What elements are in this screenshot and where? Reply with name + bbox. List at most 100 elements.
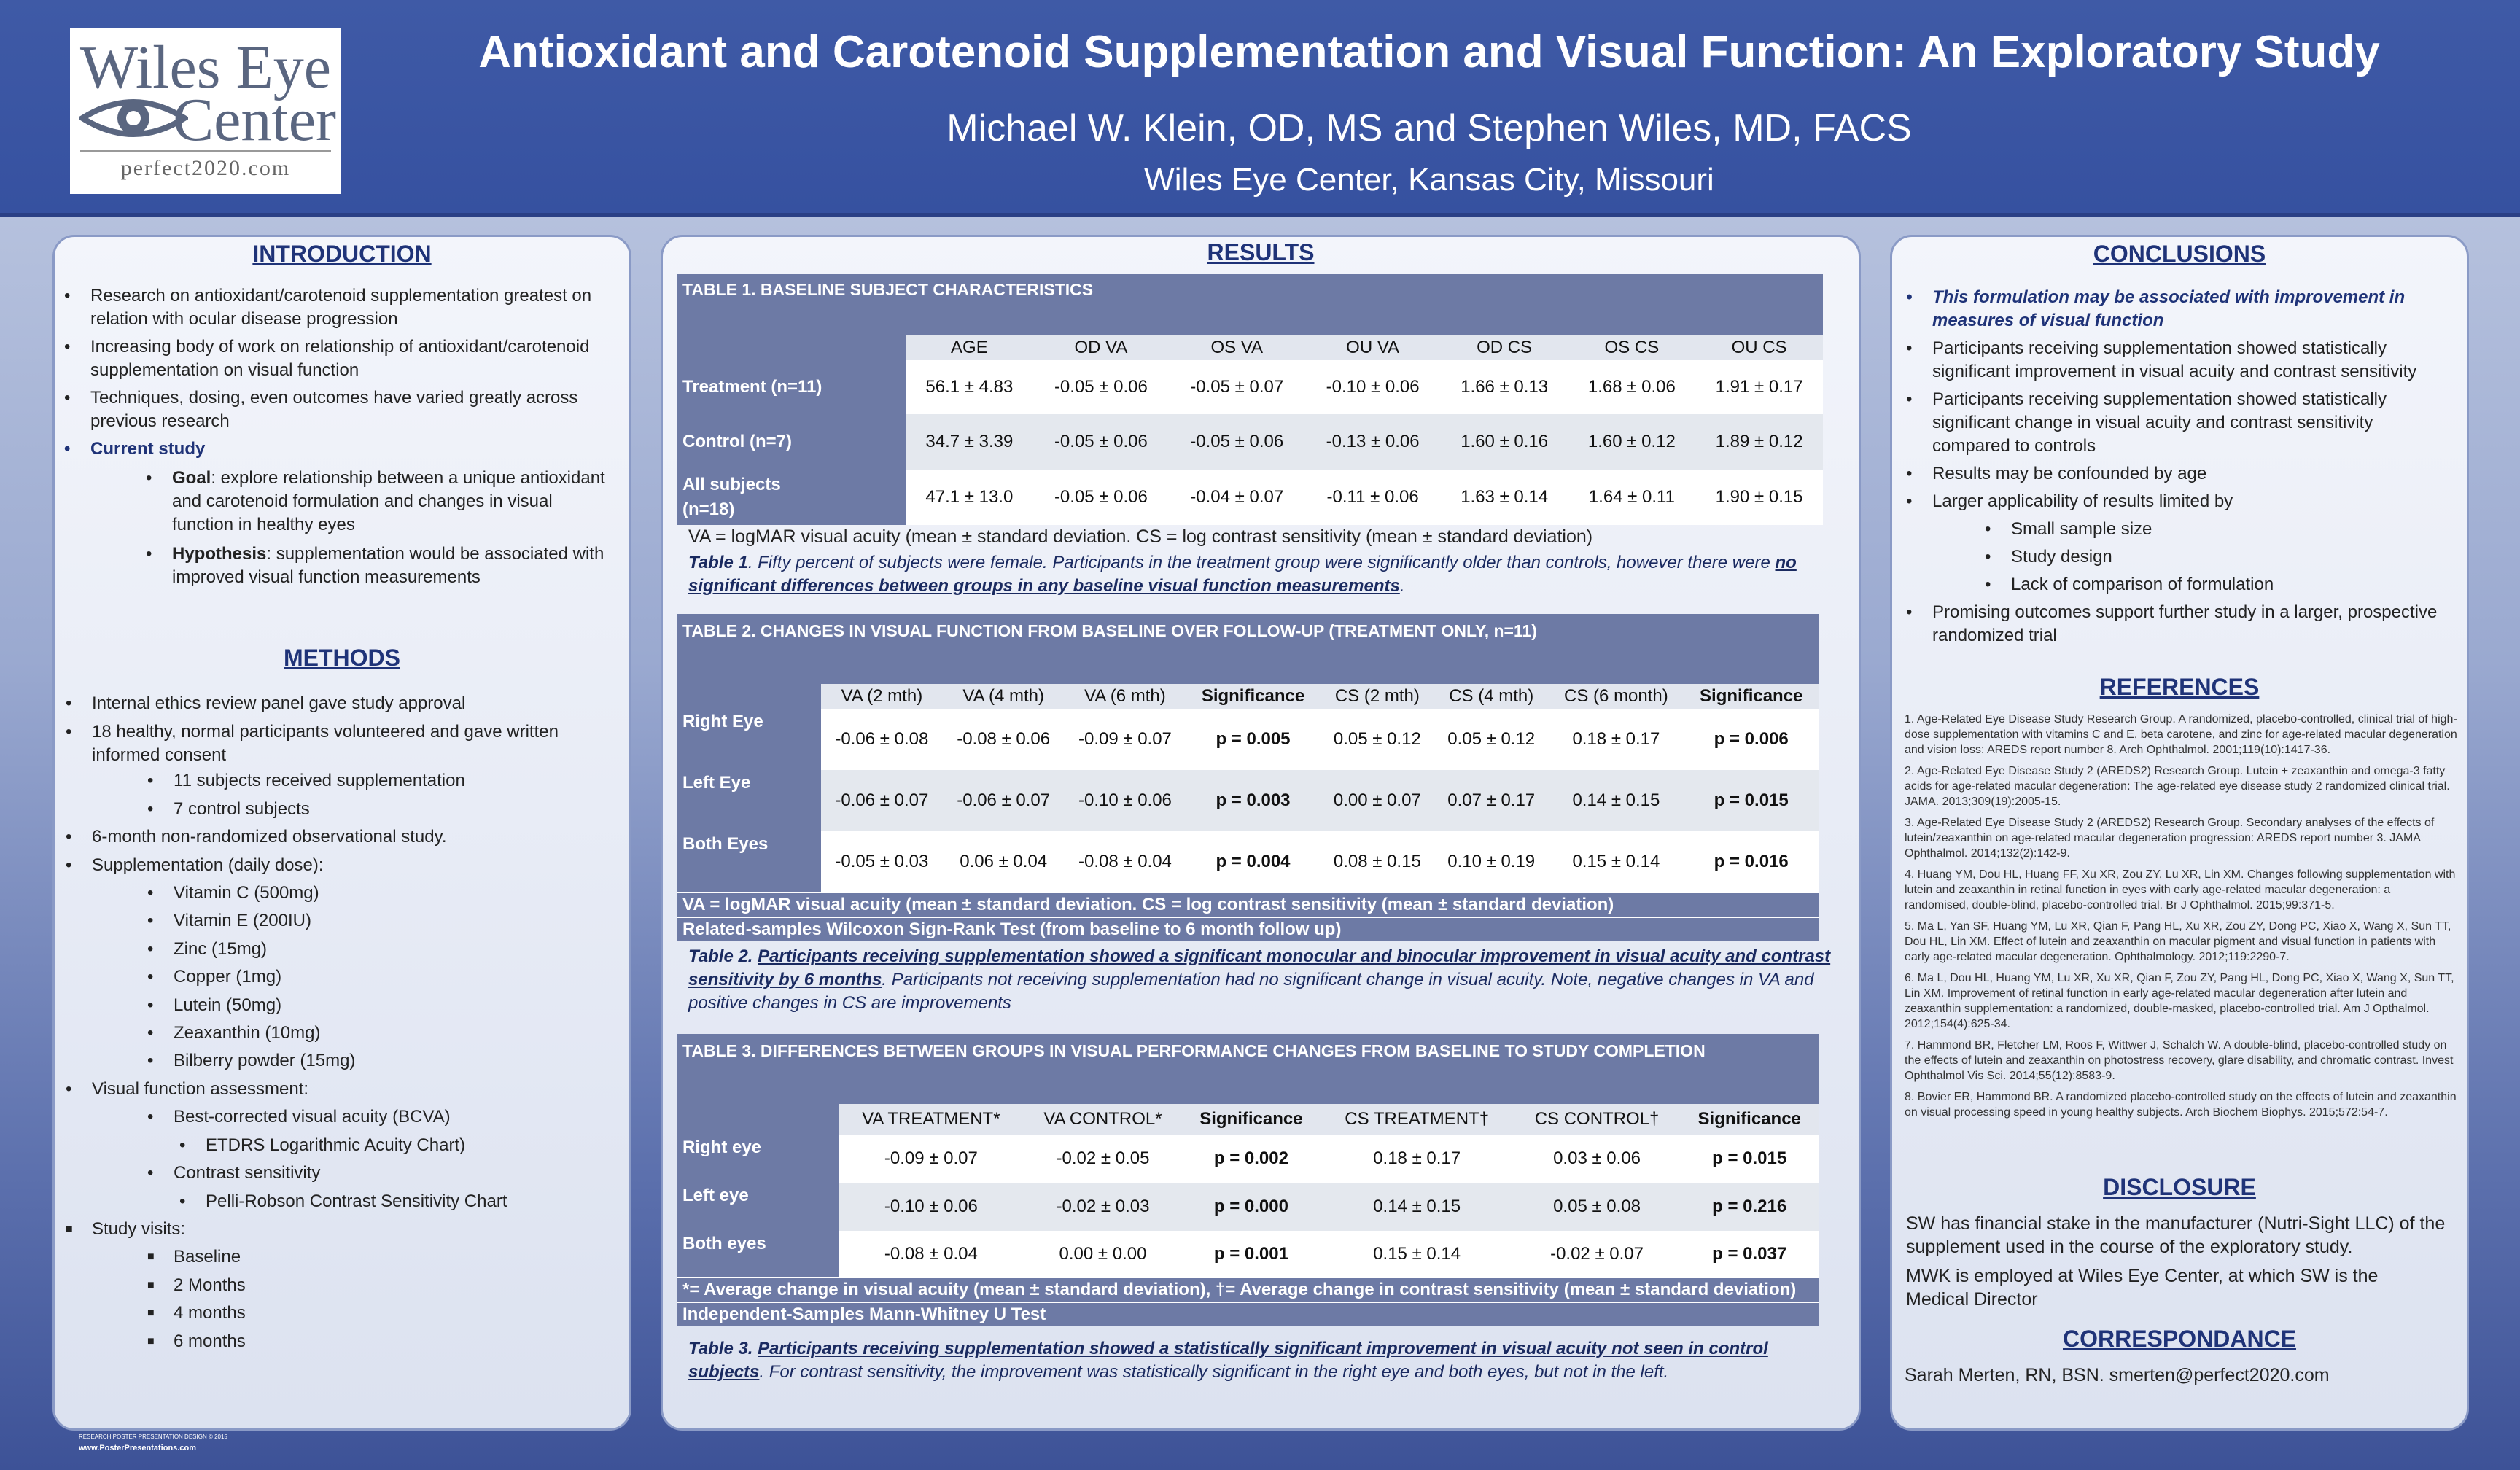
table-header-cell: VA (2 mth): [821, 684, 943, 709]
table-cell: p = 0.216: [1712, 1197, 1787, 1216]
table-cell: -0.02 ± 0.03: [1056, 1197, 1150, 1216]
table-cell: 0.03 ± 0.06: [1553, 1148, 1641, 1168]
table-cell: 1.64 ± 0.11: [1588, 487, 1675, 507]
footer-link[interactable]: www.PosterPresentations.com: [79, 1444, 196, 1452]
table-cell: 1.66 ± 0.13: [1461, 377, 1549, 397]
row-label: Control (n=7): [677, 414, 906, 470]
table-3: TABLE 3. DIFFERENCES BETWEEN GROUPS IN V…: [677, 1034, 1819, 1326]
table-cell: p = 0.000: [1213, 1197, 1288, 1216]
table-cell: -0.08 ± 0.06: [957, 729, 1051, 749]
list-item: Bilberry powder (15mg): [147, 1047, 611, 1076]
table-cell: -0.06 ± 0.07: [835, 790, 929, 810]
correspondance-title: CORRESPONDANCE: [2062, 1326, 2297, 1352]
table-cell: 1.60 ± 0.12: [1587, 432, 1676, 451]
table-cell: 0.05 ± 0.08: [1553, 1197, 1641, 1216]
table-cell: 0.14 ± 0.15: [1373, 1197, 1461, 1216]
table-cell: p = 0.005: [1216, 729, 1291, 749]
list-item: 7 control subjects: [147, 796, 611, 824]
table-cell: -0.09 ± 0.07: [1078, 729, 1172, 749]
reference-item: 6. Ma L, Dou HL, Huang YM, Lu XR, Xu XR,…: [1905, 972, 2454, 1030]
table-1-note: VA = logMAR visual acuity (mean ± standa…: [688, 526, 1593, 547]
table-row: Left Eye -0.06 ± 0.07 -0.06 ± 0.07 -0.10…: [677, 770, 1819, 831]
table-header-cell: Significance: [1182, 1104, 1321, 1135]
list-item: Research on antioxidant/carotenoid suppl…: [64, 284, 610, 331]
table-cell: p = 0.006: [1714, 729, 1789, 749]
table-3-footnote-2: Independent-Samples Mann-Whitney U Test: [677, 1302, 1819, 1326]
header-banner: Wiles Eye Center perfect2020.com Antioxi…: [0, 0, 2520, 217]
table-cell: p = 0.037: [1712, 1243, 1787, 1264]
table-header-cell: [677, 684, 821, 709]
table-row: Control (n=7) 34.7 ± 3.39 -0.05 ± 0.06 -…: [677, 414, 1823, 470]
table-cell: -0.06 ± 0.07: [957, 790, 1051, 810]
table-header-cell: OS VA: [1169, 335, 1305, 360]
list-item: Vitamin E (200IU): [147, 907, 611, 936]
reference-item: 5. Ma L, Yan SF, Huang YM, Lu XR, Qian F…: [1905, 920, 2451, 963]
table-cell: -0.08 ± 0.04: [884, 1243, 978, 1264]
list-item: Goal: explore relationship between a uni…: [146, 467, 610, 537]
row-label: All subjects (n=18): [677, 470, 906, 525]
table-cell: p = 0.004: [1216, 851, 1291, 871]
table-cell: 0.06 ± 0.04: [960, 851, 1048, 871]
list-item: 11 subjects received supplementation: [147, 767, 611, 796]
table-cell: -0.08 ± 0.04: [1078, 851, 1172, 871]
references-list: 1. Age-Related Eye Disease Study Researc…: [1905, 712, 2457, 1126]
disclosure-text-1: SW has financial stake in the manufactur…: [1906, 1213, 2446, 1257]
table-cell: -0.05 ± 0.06: [1054, 377, 1148, 397]
table-1: TABLE 1. BASELINE SUBJECT CHARACTERISTIC…: [677, 274, 1823, 525]
table-header-cell: CS (4 mth): [1434, 684, 1549, 709]
table-header-cell: Significance: [1680, 1104, 1819, 1135]
list-item: Lack of comparison of formulation: [1985, 573, 2446, 596]
table-cell: -0.05 ± 0.06: [1190, 432, 1284, 451]
table-cell: -0.05 ± 0.06: [1054, 432, 1148, 451]
list-item: ETDRS Logarithmic Acuity Chart): [179, 1132, 611, 1160]
table-header-cell: OU VA: [1304, 335, 1441, 360]
table-row: Both eyes -0.08 ± 0.04 0.00 ± 0.00 p = 0…: [677, 1231, 1819, 1278]
list-item: Baseline: [147, 1243, 611, 1272]
table-cell: p = 0.016: [1714, 851, 1789, 871]
list-item: Participants receiving supplementation s…: [1906, 388, 2446, 458]
table-header-cell: OS CS: [1568, 335, 1696, 360]
table-cell: -0.13 ± 0.06: [1326, 432, 1420, 451]
table-cell: 0.15 ± 0.14: [1373, 1243, 1461, 1264]
table-cell: 0.18 ± 0.17: [1572, 729, 1660, 749]
reference-item: 7. Hammond BR, Fletcher LM, Roos F, Witt…: [1905, 1039, 2454, 1082]
list-item: Contrast sensitivity: [147, 1159, 611, 1188]
table-row: Right eye -0.09 ± 0.07 -0.02 ± 0.05 p = …: [677, 1135, 1819, 1183]
table-cell: -0.10 ± 0.06: [1078, 790, 1172, 810]
list-item: Vitamin C (500mg): [147, 879, 611, 908]
list-item: Copper (1mg): [147, 963, 611, 992]
list-item: Zinc (15mg): [147, 936, 611, 964]
logo: Wiles Eye Center perfect2020.com: [70, 28, 341, 194]
table-cell: -0.05 ± 0.03: [835, 851, 929, 871]
table-cell: 1.90 ± 0.15: [1715, 487, 1803, 507]
list-item: Small sample size: [1985, 518, 2446, 541]
table-cell: -0.06 ± 0.08: [835, 729, 929, 749]
list-item: Techniques, dosing, even outcomes have v…: [64, 386, 610, 433]
list-item: 18 healthy, normal participants voluntee…: [66, 720, 611, 767]
table-cell: 34.7 ± 3.39: [925, 432, 1014, 451]
table-cell: 0.00 ± 0.07: [1333, 790, 1421, 810]
introduction-list: Research on antioxidant/carotenoid suppl…: [64, 284, 610, 589]
list-item: 6 months: [147, 1328, 611, 1356]
introduction-title: INTRODUCTION: [252, 241, 432, 267]
table-cell: 0.10 ± 0.19: [1447, 851, 1536, 871]
table-header-cell: VA (6 mth): [1064, 684, 1186, 709]
list-item: Supplementation (daily dose):: [66, 852, 611, 880]
row-label: Left Eye: [677, 770, 821, 831]
table-1-title: TABLE 1. BASELINE SUBJECT CHARACTERISTIC…: [677, 274, 1823, 335]
hypothesis-text: : supplementation would be associated wi…: [172, 544, 604, 587]
footer-copyright: RESEARCH POSTER PRESENTATION DESIGN © 20…: [79, 1434, 228, 1440]
table-cell: 0.15 ± 0.14: [1572, 851, 1660, 871]
methods-list: Internal ethics review panel gave study …: [66, 690, 611, 1356]
table-cell: -0.05 ± 0.07: [1190, 377, 1284, 397]
table-cell: 0.05 ± 0.12: [1333, 729, 1421, 749]
table-cell: -0.02 ± 0.07: [1550, 1243, 1644, 1264]
table-cell: p = 0.003: [1216, 790, 1291, 810]
row-label: Treatment (n=11): [677, 360, 906, 414]
conclusions-title: CONCLUSIONS: [2093, 241, 2266, 267]
references-title: REFERENCES: [2099, 674, 2260, 700]
table-2-footnote-2: Related-samples Wilcoxon Sign-Rank Test …: [677, 917, 1819, 941]
table-2-footnote-1: VA = logMAR visual acuity (mean ± standa…: [677, 892, 1819, 917]
table-header-cell: CS CONTROL†: [1513, 1104, 1681, 1135]
logo-divider: [80, 150, 331, 152]
